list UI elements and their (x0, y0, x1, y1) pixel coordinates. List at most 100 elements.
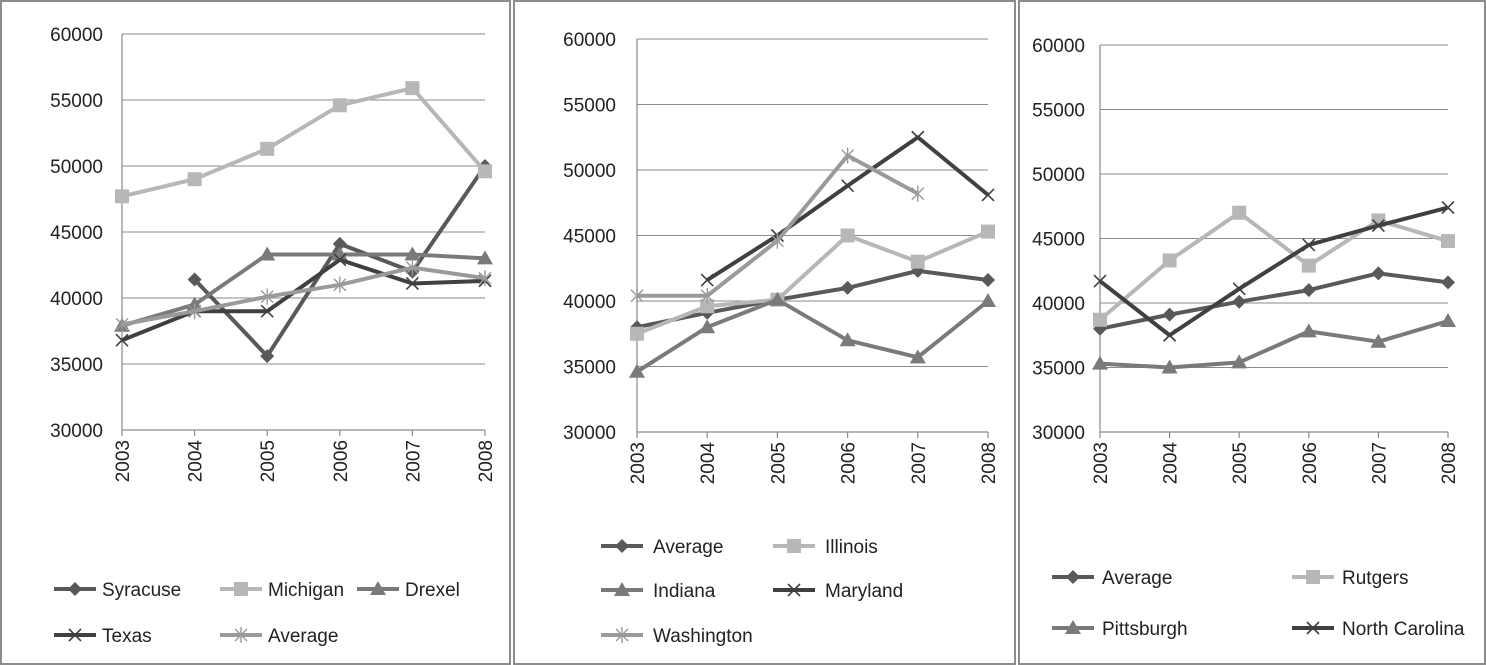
data-point-average-2007 (405, 259, 419, 276)
legend-label-drexel: Drexel (405, 580, 460, 601)
data-point-average-2008 (1441, 275, 1455, 290)
series-line-pittsburgh (1099, 319, 1449, 370)
data-point-north-carolina-2008 (1441, 200, 1455, 215)
data-point-syracuse-2006 (332, 236, 347, 251)
y-tick-label-45000: 45000 (1032, 230, 1085, 251)
series-line-washington (637, 153, 919, 298)
legend-marker-average (615, 539, 629, 553)
series-line-average (121, 265, 486, 327)
data-point-washington-2006 (841, 147, 855, 164)
data-point-illinois-2008 (981, 224, 995, 239)
data-point-texas-2005 (260, 304, 274, 318)
legend-label-syracuse: Syracuse (102, 580, 181, 601)
legend-label-average: Average (1102, 568, 1172, 589)
data-point-average-2004 (188, 303, 202, 320)
data-point-pittsburgh-2007 (1370, 333, 1387, 348)
y-tick-label-45000: 45000 (563, 227, 616, 248)
x-tick-label-2007: 2007 (403, 440, 424, 482)
chart-panel-1: 30000 35000 40000 45000 50000 55000 60000 2003 2… (0, 0, 511, 665)
legend-label-indiana: Indiana (653, 581, 716, 602)
data-point-average-2004 (1162, 307, 1177, 322)
y-tick-label-30000: 30000 (1032, 423, 1085, 444)
data-point-maryland-2007 (911, 130, 925, 144)
y-tick-label-55000: 55000 (50, 91, 103, 112)
x-tick-label-2003: 2003 (113, 440, 134, 482)
series-indiana (629, 291, 996, 378)
y-tick-label-40000: 40000 (50, 289, 103, 310)
legend-entry-average: Average (1052, 568, 1172, 589)
data-point-drexel-2006 (331, 246, 348, 261)
data-point-michigan-2008 (478, 164, 492, 179)
data-point-washington-2003 (630, 287, 644, 304)
legend-marker-north-carolina (1306, 621, 1320, 635)
data-point-average-2008 (981, 273, 995, 288)
data-point-north-carolina-2003 (1093, 274, 1107, 288)
line-chart-3: 30000 35000 40000 45000 50000 55000 60000 2003 2… (1032, 36, 1465, 640)
series-average (1093, 266, 1455, 336)
series-pittsburgh (1092, 313, 1456, 374)
y-tick-label-50000: 50000 (563, 161, 616, 182)
legend-marker-washington (615, 627, 629, 643)
data-point-michigan-2006 (332, 98, 347, 113)
legend-entry-pittsburgh: Pittsburgh (1052, 619, 1188, 640)
x-tick-label-2007: 2007 (1369, 442, 1390, 484)
y-tick-label-40000: 40000 (563, 292, 616, 313)
data-point-north-carolina-2006 (1302, 238, 1316, 252)
x-tick-label-2008: 2008 (1439, 442, 1460, 484)
y-tick-label-45000: 45000 (50, 223, 103, 244)
data-point-illinois-2007 (910, 254, 925, 269)
y-tick-label-50000: 50000 (1032, 165, 1085, 186)
legend-marker-maryland (787, 583, 801, 597)
legend-marker-texas (68, 628, 82, 642)
y-tick-label-30000: 30000 (50, 421, 103, 442)
y-tick-label-35000: 35000 (50, 355, 103, 376)
data-point-average-2006 (333, 276, 347, 293)
legend-label-michigan: Michigan (268, 580, 344, 601)
data-point-syracuse-2004 (187, 272, 202, 287)
x-tick-label-2004: 2004 (698, 442, 719, 485)
series-maryland (700, 130, 995, 287)
x-tick-label-2006: 2006 (1300, 442, 1321, 484)
data-point-illinois-2003 (630, 326, 644, 341)
data-point-michigan-2007 (405, 81, 420, 96)
data-point-rutgers-2004 (1162, 253, 1177, 268)
x-tick-label-2008: 2008 (476, 440, 497, 482)
y-tick-label-35000: 35000 (563, 358, 616, 379)
data-point-average-2008 (478, 270, 492, 287)
series-north-carolina (1093, 200, 1455, 342)
data-point-indiana-2008 (980, 293, 996, 307)
legend-entry-rutgers: Rutgers (1292, 568, 1409, 589)
data-point-north-carolina-2005 (1232, 282, 1246, 296)
data-point-average-2003 (115, 316, 129, 333)
data-point-maryland-2004 (700, 273, 714, 287)
x-tick-label-2005: 2005 (258, 440, 279, 482)
y-tick-label-35000: 35000 (1032, 359, 1085, 380)
legend-entry-drexel: Drexel (357, 580, 460, 601)
x-tick-label-2006: 2006 (839, 442, 860, 484)
data-point-indiana-2005 (769, 291, 786, 306)
data-point-pittsburgh-2004 (1161, 359, 1178, 374)
legend-marker-pittsburgh (1065, 620, 1081, 634)
data-point-indiana-2004 (699, 319, 716, 334)
chart-panel-2: 30000 35000 40000 45000 50000 55000 60000 2003 2… (513, 0, 1016, 665)
data-point-pittsburgh-2006 (1300, 323, 1317, 338)
data-point-north-carolina-2007 (1371, 219, 1385, 233)
legend-label-texas: Texas (102, 626, 152, 647)
data-point-texas-2006 (333, 253, 347, 267)
data-point-average-2006 (840, 280, 855, 295)
legend-marker-illinois (787, 539, 801, 553)
data-point-illinois-2006 (840, 228, 855, 243)
series-washington (630, 147, 925, 304)
legend-label-average: Average (268, 626, 338, 647)
legend-entry-average: Average (601, 537, 723, 558)
data-point-washington-2005 (770, 232, 784, 249)
data-point-pittsburgh-2008 (1440, 313, 1456, 328)
y-tick-label-55000: 55000 (1032, 101, 1085, 122)
line-chart-1: 30000 35000 40000 45000 50000 55000 60000 2003 2… (50, 25, 497, 647)
data-point-rutgers-2005 (1232, 205, 1247, 220)
data-point-rutgers-2006 (1301, 258, 1316, 273)
legend-marker-indiana (614, 582, 630, 596)
x-tick-label-2007: 2007 (909, 442, 930, 484)
data-point-texas-2007 (405, 276, 419, 291)
data-point-rutgers-2003 (1093, 312, 1107, 327)
